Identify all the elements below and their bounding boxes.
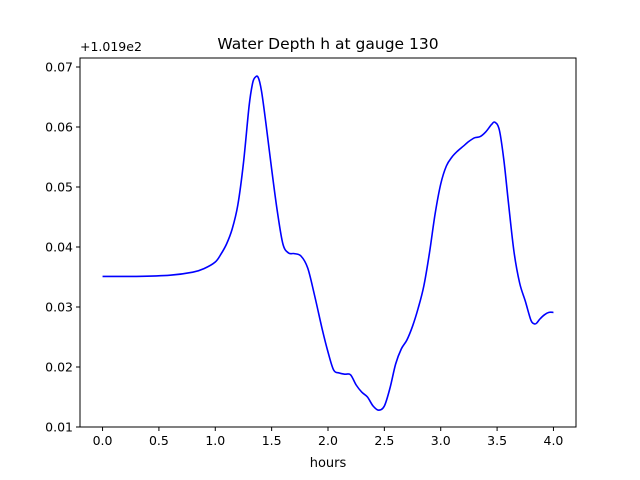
x-tick-label: 0.0 [93, 433, 113, 448]
y-tick-label: 0.07 [45, 60, 73, 75]
y-tick-label: 0.04 [45, 240, 73, 255]
x-axis-label: hours [310, 456, 347, 471]
y-tick-label: 0.02 [45, 360, 73, 375]
y-tick-label: 0.05 [45, 180, 73, 195]
x-tick-label: 2.5 [374, 433, 394, 448]
x-tick-label: 3.5 [487, 433, 507, 448]
plot-frame [79, 57, 577, 428]
y-offset-label: +1.019e2 [80, 39, 142, 54]
x-tick-label: 3.0 [431, 433, 451, 448]
plot-area: 0.0 0.5 1.0 1.5 2.0 2.5 3.0 3.5 4.0 0.01 0.02 0.03 0… [45, 57, 577, 448]
chart-title: Water Depth h at gauge 130 [217, 35, 438, 53]
series-line [102, 75, 554, 411]
x-tick-label: 4.0 [544, 433, 564, 448]
x-tick-label: 1.0 [205, 433, 225, 448]
x-tick-label: 0.5 [149, 433, 169, 448]
y-tick-label: 0.03 [45, 300, 73, 315]
x-tick-label: 2.0 [318, 433, 338, 448]
y-tick-label: 0.06 [45, 120, 73, 135]
x-tick-label: 1.5 [262, 433, 282, 448]
y-tick-label: 0.01 [45, 420, 73, 435]
